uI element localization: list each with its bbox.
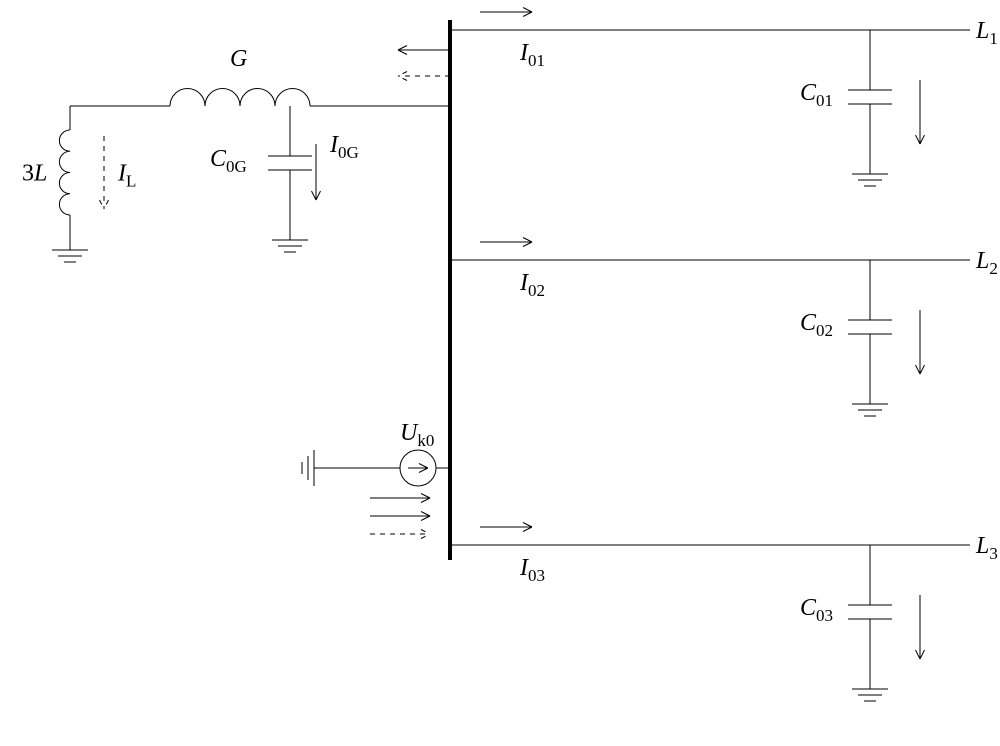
line-label: L3 — [975, 533, 998, 563]
gen-label: G — [230, 46, 247, 72]
cap-label: C03 — [800, 595, 833, 625]
feeder-L3: I03 L3 C03 — [450, 523, 998, 702]
current-label: I02 — [519, 270, 545, 300]
feeder-L1: I01 L1 C01 — [450, 8, 998, 187]
circuit-diagram: I01 L1 C01 I02 L2 C02 I03 L3 C03 G C0G I0G 3L IL Uk0 — [0, 0, 1000, 746]
line-label: L1 — [975, 18, 998, 48]
source-label: Uk0 — [400, 420, 434, 450]
i0g-label: I0G — [329, 132, 359, 162]
line-label: L2 — [975, 248, 998, 278]
cap-label: C01 — [800, 80, 833, 110]
cap-c0g-label: C0G — [210, 146, 247, 176]
generator-branch: G C0G I0G 3L IL — [22, 46, 450, 263]
i-l-label: IL — [117, 161, 136, 191]
feeder-L2: I02 L2 C02 — [450, 238, 998, 417]
cap-label: C02 — [800, 310, 833, 340]
current-label: I03 — [519, 555, 545, 585]
arc-coil-label: 3L — [22, 161, 47, 187]
source-branch: Uk0 — [302, 420, 450, 539]
current-label: I01 — [519, 40, 545, 70]
